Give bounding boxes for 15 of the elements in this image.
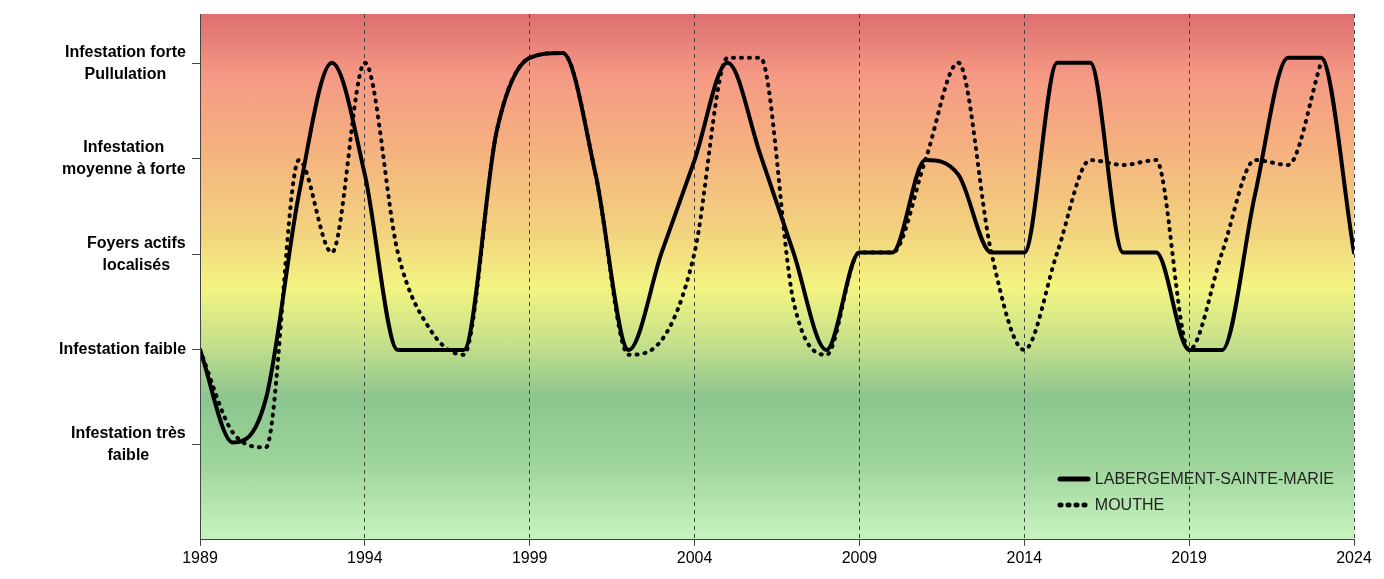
text: Foyers actifs localisés bbox=[87, 232, 186, 275]
x-tick-label: 2004 bbox=[676, 548, 713, 566]
text: Infestation moyenne à forte bbox=[62, 137, 186, 180]
x-tick-label: 2014 bbox=[1006, 548, 1043, 566]
legend-label: MOUTHE bbox=[1094, 495, 1165, 514]
text: Infestation faible bbox=[59, 338, 187, 359]
text: Infestation très faible bbox=[71, 423, 186, 466]
x-tick-label: 1989 bbox=[182, 548, 218, 566]
x-tick-label: 2009 bbox=[841, 548, 878, 566]
x-tick-label: 2019 bbox=[1171, 548, 1208, 566]
x-tick-label: 1994 bbox=[347, 548, 383, 566]
x-tick-label: 2024 bbox=[1336, 548, 1372, 566]
text: Infestation forte Pullulation bbox=[65, 41, 186, 84]
legend-label: LABERGEMENT-SAINTE-MARIE bbox=[1094, 469, 1334, 488]
x-tick-label: 1999 bbox=[511, 548, 548, 566]
